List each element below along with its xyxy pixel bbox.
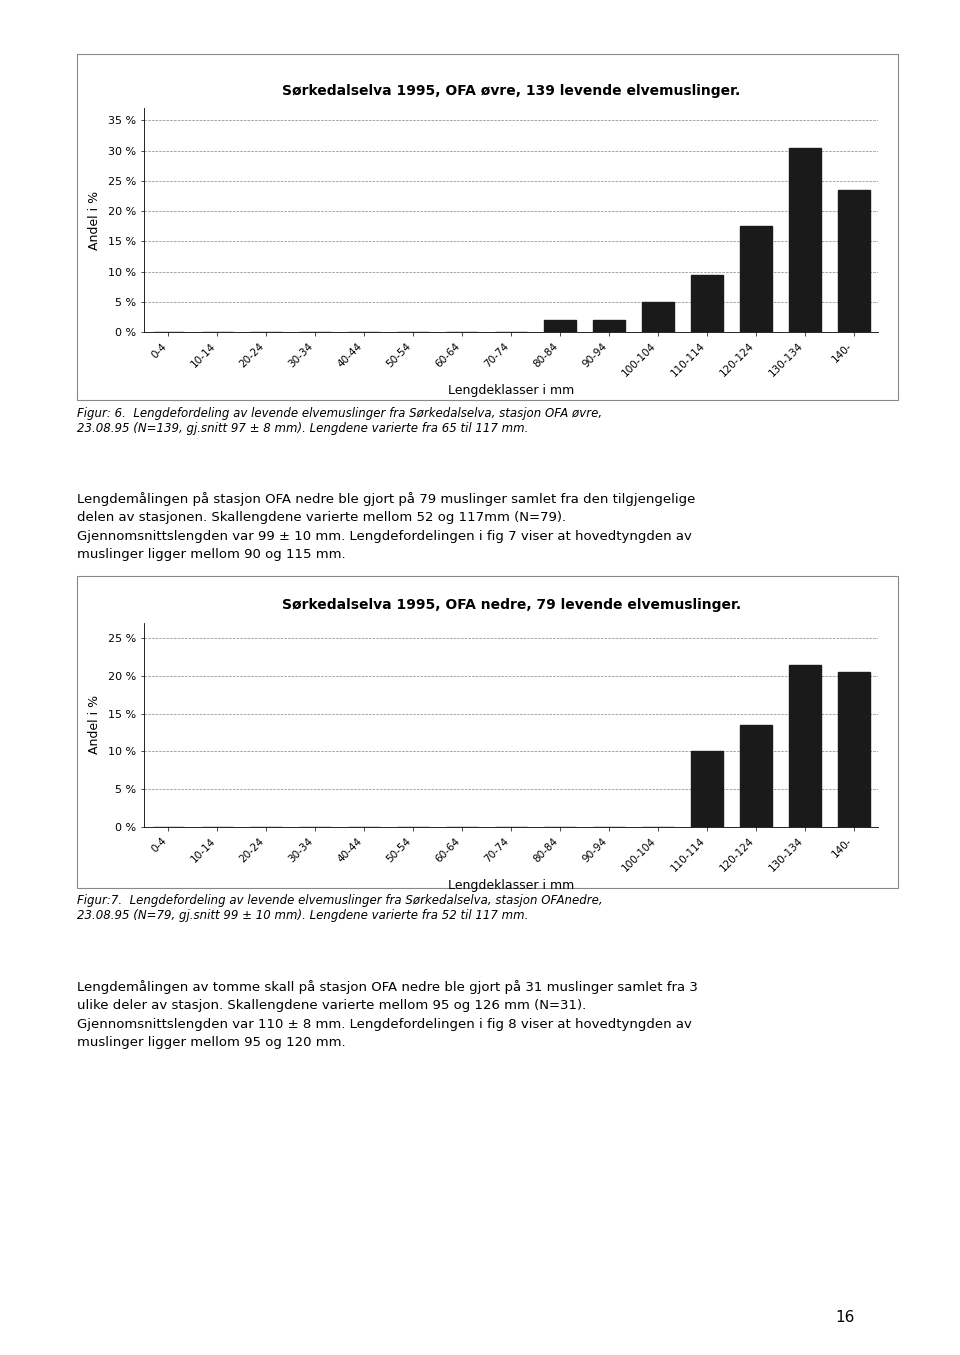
Text: Figur: 6.  Lengdefordeling av levende elvemuslinger fra Sørkedalselva, stasjon O: Figur: 6. Lengdefordeling av levende elv…: [77, 406, 602, 435]
X-axis label: Lengdeklasser i mm: Lengdeklasser i mm: [448, 385, 574, 397]
Title: Sørkedalselva 1995, OFA nedre, 79 levende elvemuslinger.: Sørkedalselva 1995, OFA nedre, 79 levend…: [281, 599, 741, 612]
Text: 16: 16: [835, 1310, 854, 1325]
Bar: [544, 320, 576, 332]
Title: Sørkedalselva 1995, OFA øvre, 139 levende elvemuslinger.: Sørkedalselva 1995, OFA øvre, 139 levend…: [282, 84, 740, 98]
Bar: [838, 672, 870, 827]
Bar: [740, 725, 772, 827]
Y-axis label: Andel i %: Andel i %: [88, 695, 101, 755]
Bar: [642, 302, 674, 332]
Text: Lengdemålingen av tomme skall på stasjon OFA nedre ble gjort på 31 muslinger sam: Lengdemålingen av tomme skall på stasjon…: [77, 980, 698, 1049]
Y-axis label: Andel i %: Andel i %: [88, 191, 101, 249]
Text: Lengdemålingen på stasjon OFA nedre ble gjort på 79 muslinger samlet fra den til: Lengdemålingen på stasjon OFA nedre ble …: [77, 492, 695, 561]
Bar: [691, 275, 723, 332]
X-axis label: Lengdeklasser i mm: Lengdeklasser i mm: [448, 879, 574, 892]
Bar: [593, 320, 625, 332]
Bar: [838, 190, 870, 332]
Bar: [789, 665, 821, 827]
Bar: [789, 148, 821, 332]
Bar: [691, 751, 723, 827]
Text: Figur:7.  Lengdefordeling av levende elvemuslinger fra Sørkedalselva, stasjon OF: Figur:7. Lengdefordeling av levende elve…: [77, 894, 603, 923]
Bar: [740, 226, 772, 332]
